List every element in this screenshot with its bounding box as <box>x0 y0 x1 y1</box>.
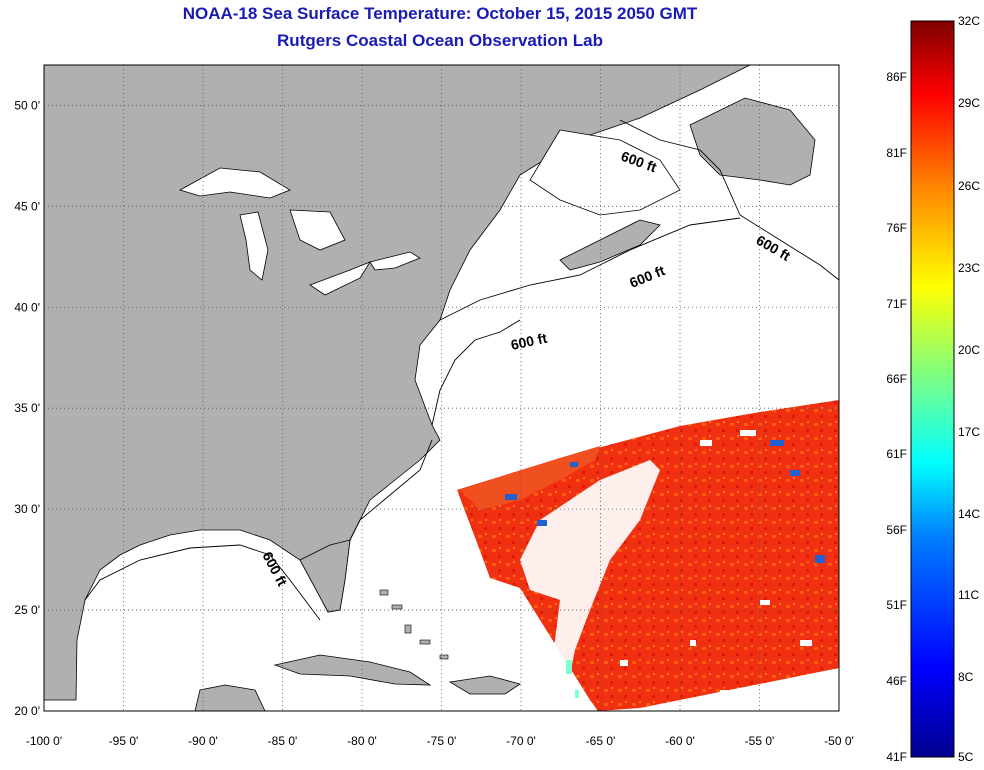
lake-huron <box>289 209 346 251</box>
colorbar-c-label: 32C <box>958 14 980 28</box>
map-subtitle: Rutgers Coastal Ocean Observation Lab <box>277 31 603 50</box>
longitude-tick-label: -65 0' <box>586 734 616 748</box>
lake-ontario <box>369 251 421 271</box>
lake-erie <box>309 261 371 296</box>
colorbar <box>910 20 955 758</box>
colorbar-c-label: 23C <box>958 261 980 275</box>
colorbar-c-label: 17C <box>958 425 980 439</box>
colorbar-f-label: 46F <box>886 674 907 688</box>
graticule <box>44 65 839 711</box>
longitude-tick-label: -100 0' <box>26 734 62 748</box>
colorbar-fahrenheit-labels: 86F 81F 76F 71F 66F 61F 56F 51F 46F 41F <box>886 70 907 764</box>
bahamas-islands <box>379 589 449 660</box>
colorbar-f-label: 66F <box>886 372 907 386</box>
longitude-axis: -100 0' -95 0' -90 0' -85 0' -80 0' -75 0' -70… <box>26 734 854 748</box>
colorbar-f-label: 81F <box>886 146 907 160</box>
colorbar-c-label: 8C <box>958 670 974 684</box>
latitude-tick-label: 45 0' <box>14 199 40 213</box>
map-content <box>44 65 839 711</box>
colorbar-f-label: 71F <box>886 297 907 311</box>
colorbar-c-label: 11C <box>958 588 979 602</box>
cloud-specks <box>620 430 812 694</box>
cloud-cover-west <box>520 460 660 710</box>
latitude-tick-label: 50 0' <box>14 98 40 112</box>
florida-peninsula <box>299 539 351 613</box>
colorbar-c-label: 26C <box>958 179 980 193</box>
sst-north-edge <box>460 446 600 510</box>
longitude-tick-label: -55 0' <box>745 734 775 748</box>
latitude-tick-label: 35 0' <box>14 401 40 415</box>
yucatan-peninsula <box>194 684 266 711</box>
longitude-tick-label: -50 0' <box>824 734 854 748</box>
colorbar-f-label: 76F <box>886 221 907 235</box>
colorbar-f-label: 86F <box>886 70 907 84</box>
nova-scotia <box>559 219 661 271</box>
longitude-tick-label: -95 0' <box>109 734 139 748</box>
newfoundland <box>689 97 816 186</box>
sst-swath <box>457 400 839 711</box>
colorbar-f-label: 51F <box>886 598 907 612</box>
latitude-axis: 50 0' 45 0' 40 0' 35 0' 30 0' 25 0' 20 0' <box>14 98 40 718</box>
longitude-tick-label: -80 0' <box>347 734 377 748</box>
longitude-tick-label: -90 0' <box>188 734 218 748</box>
latitude-tick-label: 40 0' <box>14 300 40 314</box>
colorbar-c-label: 5C <box>958 750 974 764</box>
colorbar-c-label: 20C <box>958 343 980 357</box>
colorbar-celsius-labels: 32C 29C 26C 23C 20C 17C 14C 11C 8C 5C <box>958 14 980 764</box>
contour-label: 600 ft <box>509 330 548 353</box>
colorbar-c-label: 14C <box>958 507 980 521</box>
longitude-tick-label: -75 0' <box>427 734 457 748</box>
cyan-edge <box>566 660 579 698</box>
longitude-tick-label: -60 0' <box>665 734 695 748</box>
longitude-tick-label: -85 0' <box>268 734 298 748</box>
cool-patches <box>505 440 825 563</box>
hispaniola <box>448 675 521 695</box>
colorbar-f-label: 56F <box>886 523 907 537</box>
latitude-tick-label: 20 0' <box>14 704 40 718</box>
latitude-tick-label: 25 0' <box>14 603 40 617</box>
gulf-of-st-lawrence <box>529 129 681 216</box>
colorbar-c-label: 29C <box>958 96 980 110</box>
colorbar-f-label: 61F <box>886 447 907 461</box>
map-title: NOAA-18 Sea Surface Temperature: October… <box>182 4 698 23</box>
cuba <box>273 654 432 686</box>
lake-michigan <box>239 211 269 281</box>
longitude-tick-label: -70 0' <box>506 734 536 748</box>
colorbar-f-label: 41F <box>886 750 907 764</box>
lake-superior <box>178 167 291 199</box>
map-frame <box>43 64 840 712</box>
bathymetry-contours <box>84 119 839 621</box>
latitude-tick-label: 30 0' <box>14 502 40 516</box>
